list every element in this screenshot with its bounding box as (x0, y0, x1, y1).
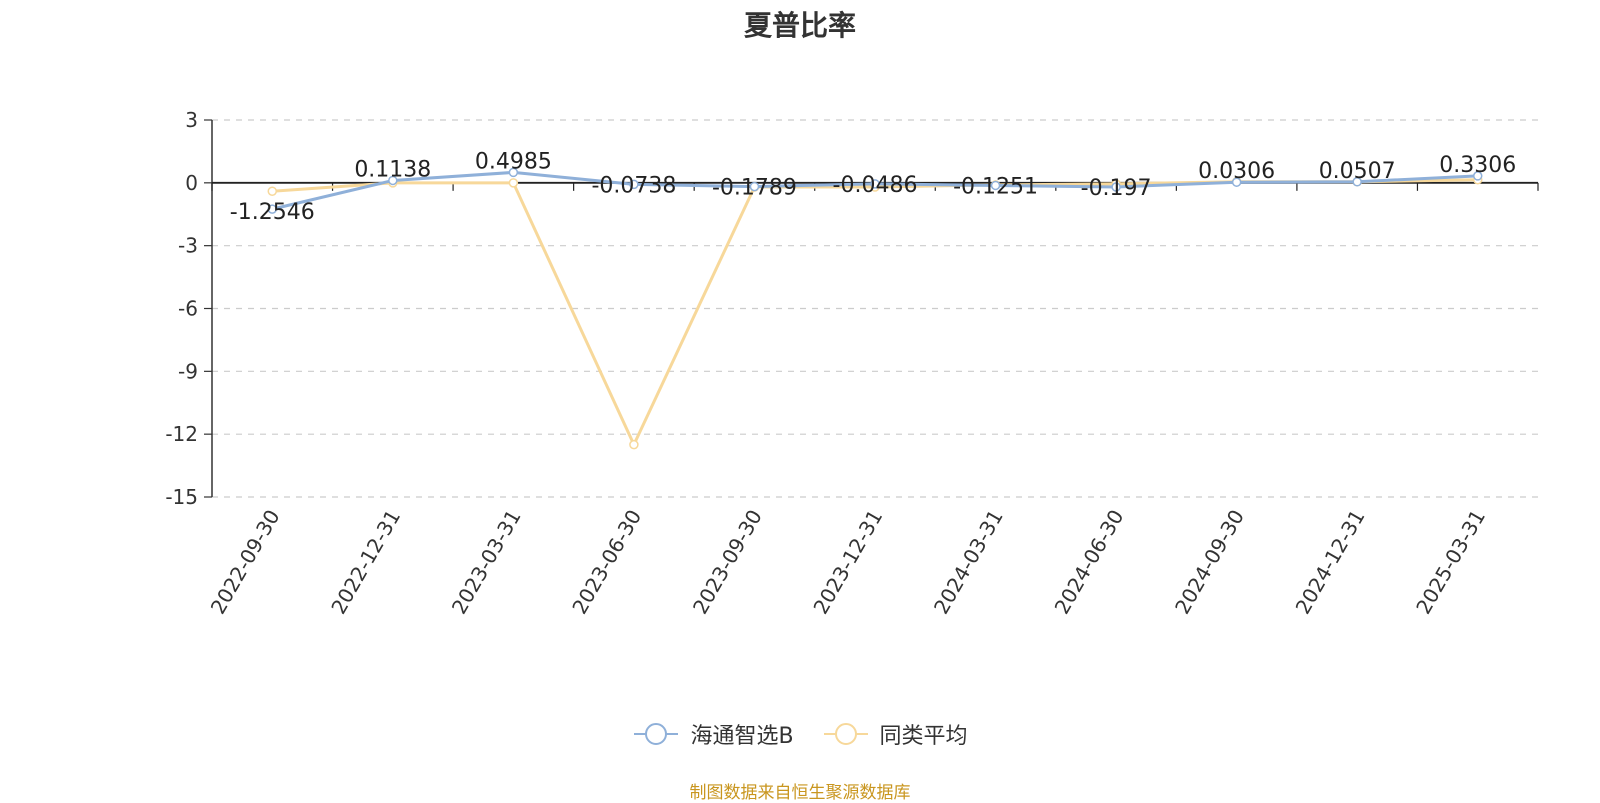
x-tick-label-2: 2023-03-31 (447, 506, 526, 619)
data-label-5: -0.0486 (833, 173, 918, 198)
y-tick-label-1: 0 (185, 171, 198, 195)
legend-label-series-2: 同类平均 (879, 724, 968, 749)
series-2-point-2 (508, 178, 519, 188)
x-tick-label-10: 2025-03-31 (1411, 506, 1490, 619)
data-label-8: 0.0306 (1198, 159, 1275, 184)
label-layer: -1.2546 0.1138 0.4985 -0.0738 -0.1789 -0.0486… (230, 149, 1516, 225)
x-tick-label-6: 2024-03-31 (929, 505, 1008, 618)
data-source-note: 制图数据来自恒生聚源数据库 (689, 783, 911, 803)
series-1-point-9 (1352, 177, 1362, 187)
data-label-6: -0.1251 (953, 174, 1038, 199)
data-label-3: -0.0738 (591, 173, 676, 198)
y-tick-label-4: -9 (178, 359, 198, 383)
series-1-point-8 (1231, 177, 1242, 187)
series-1-point-1 (388, 175, 398, 186)
legend-swatch-series-1 (634, 723, 679, 745)
x-tick-label-1: 2022-12-31 (326, 506, 405, 619)
data-label-7: -0.197 (1081, 176, 1152, 201)
y-tick-label-0: 3 (185, 108, 198, 132)
x-tick-label-8: 2024-09-30 (1170, 506, 1249, 619)
series-1-point-2 (508, 167, 519, 178)
series-line-2 (270, 178, 1480, 447)
legend-swatch-series-2 (823, 723, 868, 745)
x-tick-label-7: 2024-06-30 (1050, 506, 1129, 619)
data-label-9: 0.0507 (1319, 159, 1396, 184)
series-1-point-6 (990, 180, 1001, 191)
y-tick-label-5: -12 (165, 422, 198, 446)
data-label-2: 0.4985 (475, 149, 552, 174)
grid-layer (212, 119, 1538, 498)
x-tick-label-3: 2023-06-30 (567, 506, 646, 619)
data-label-4: -0.1789 (712, 176, 797, 201)
series-1-point-5 (870, 179, 880, 189)
legend-label-series-1: 海通智选B (690, 724, 794, 749)
x-tick-label-0: 2022-09-30 (206, 506, 285, 619)
data-label-1: 0.1138 (354, 157, 431, 182)
series-1-point-0 (267, 204, 278, 214)
y-tick-label-2: -3 (178, 234, 198, 258)
series-1-point-10 (1472, 171, 1483, 181)
x-tick-label-9: 2024-12-31 (1291, 506, 1370, 619)
legend-item-series-2[interactable]: 同类平均 (822, 718, 968, 750)
y-tick-label-6: -15 (165, 485, 198, 509)
chart-title: 夏普比率 (743, 9, 856, 42)
legend-item-series-1[interactable]: 海通智选B (632, 718, 794, 750)
series-2-point-3 (629, 439, 639, 450)
y-tick-label-3: -6 (178, 297, 198, 321)
data-label-10: 0.3306 (1439, 153, 1516, 178)
series-layer (267, 167, 1483, 450)
data-label-0: -1.2546 (230, 200, 315, 225)
series-1-point-3 (629, 179, 639, 190)
legend: 海通智选B 同类平均 (0, 718, 1600, 750)
x-tick-label-5: 2023-12-31 (808, 506, 887, 619)
series-1-point-7 (1111, 182, 1121, 192)
series-1-point-4 (749, 181, 760, 192)
series-2-point-0 (267, 186, 278, 196)
x-tick-label-4: 2023-09-30 (688, 506, 767, 619)
